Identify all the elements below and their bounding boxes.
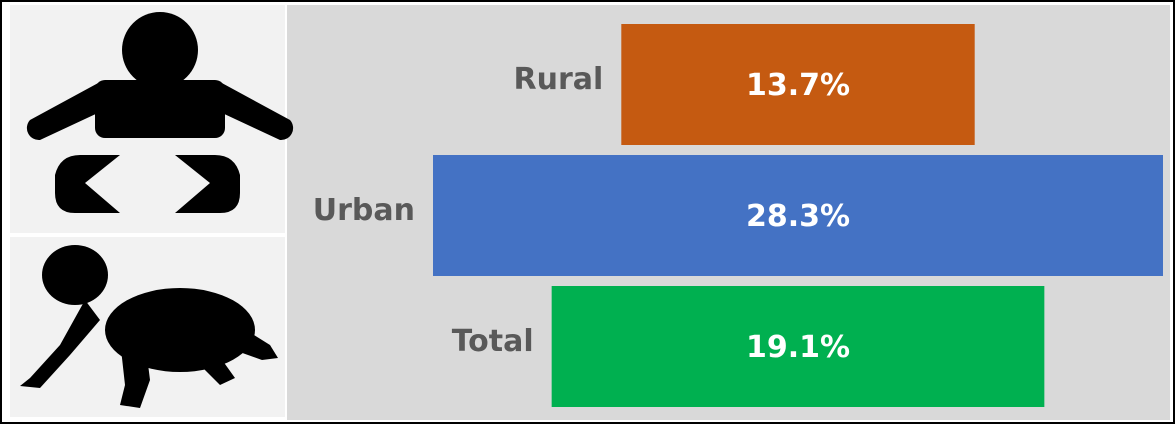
category-label: Total xyxy=(452,324,534,359)
bar xyxy=(621,24,975,145)
bar xyxy=(433,155,1163,276)
value-label: 28.3% xyxy=(746,199,850,234)
baby-icon xyxy=(26,12,294,213)
value-label: 13.7% xyxy=(746,68,850,103)
crawling-baby-icon xyxy=(20,245,278,408)
value-label: 19.1% xyxy=(746,330,850,365)
category-label: Urban xyxy=(313,193,415,228)
bar xyxy=(551,286,1045,407)
category-label: Rural xyxy=(514,62,604,97)
